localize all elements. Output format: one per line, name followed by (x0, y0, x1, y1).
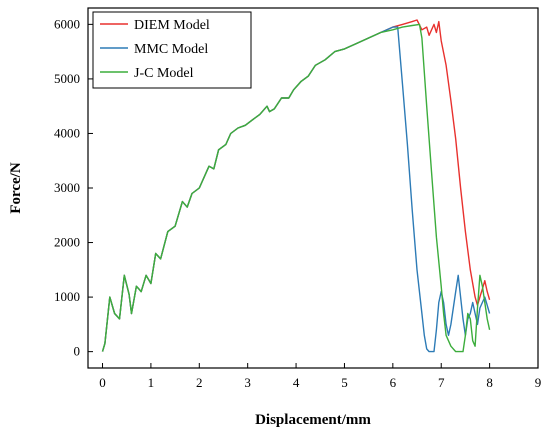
y-tick-label: 2000 (54, 235, 80, 250)
y-tick-label: 0 (74, 344, 81, 359)
y-tick-label: 4000 (54, 125, 80, 140)
x-axis: 0 1 2 3 4 5 6 7 8 9 (99, 363, 541, 390)
legend-label-mmc-model: MMC Model (134, 42, 208, 57)
x-tick-label: 2 (196, 375, 203, 390)
legend-label-diem-model: DIEM Model (134, 18, 210, 33)
x-axis-title: Displacement/mm (255, 412, 371, 428)
y-axis: 0 1000 2000 3000 4000 5000 6000 (54, 16, 93, 359)
y-tick-label: 3000 (54, 180, 80, 195)
legend: DIEM Model MMC Model J-C Model (92, 11, 252, 89)
y-tick-label: 6000 (54, 16, 80, 31)
y-axis-title: Force/N (8, 162, 24, 214)
x-tick-label: 6 (390, 375, 397, 390)
series-line-j-c-model (101, 23, 491, 353)
y-tick-label: 1000 (54, 289, 80, 304)
x-tick-label: 7 (438, 375, 445, 390)
x-tick-label: 5 (341, 375, 348, 390)
legend-label-j-c-model: J-C Model (134, 66, 194, 81)
x-tick-label: 4 (293, 375, 300, 390)
series-layer (101, 19, 491, 353)
x-tick-label: 8 (486, 375, 493, 390)
x-tick-label: 0 (99, 375, 106, 390)
y-tick-label: 5000 (54, 71, 80, 86)
x-tick-label: 1 (148, 375, 155, 390)
x-tick-label: 3 (244, 375, 251, 390)
x-tick-label: 9 (535, 375, 542, 390)
